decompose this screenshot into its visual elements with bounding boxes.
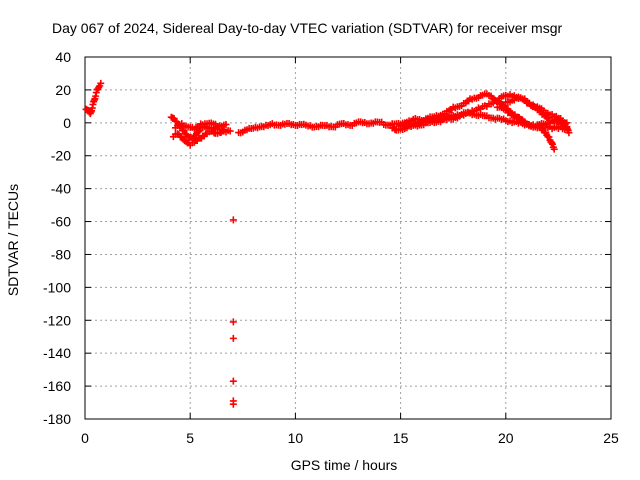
chart-title: Day 067 of 2024, Sidereal Day-to-day VTE…	[52, 20, 562, 36]
x-tick-label: 20	[498, 430, 514, 446]
x-tick-label: 25	[603, 430, 619, 446]
x-tick-label: 10	[288, 430, 304, 446]
y-tick-label: -180	[43, 411, 71, 427]
x-tick-label: 0	[81, 430, 89, 446]
data-point	[563, 124, 571, 132]
x-tick-label: 15	[393, 430, 409, 446]
y-tick-label: -20	[51, 148, 71, 164]
x-tick-label: 5	[186, 430, 194, 446]
outlier-point	[229, 318, 237, 326]
y-tick-label: -120	[43, 312, 71, 328]
outlier-point	[229, 400, 237, 408]
y-tick-label: -40	[51, 181, 71, 197]
y-tick-label: 0	[63, 115, 71, 131]
data-points	[82, 79, 573, 408]
y-tick-label: -140	[43, 345, 71, 361]
data-point	[222, 120, 230, 128]
y-tick-label: -160	[43, 378, 71, 394]
data-point	[226, 127, 234, 135]
grid-lines	[85, 57, 611, 419]
data-point	[565, 129, 573, 137]
y-tick-label: 40	[55, 49, 71, 65]
data-point	[97, 79, 105, 87]
y-tick-label: 20	[55, 82, 71, 98]
outlier-point	[229, 334, 237, 342]
outlier-point	[229, 377, 237, 385]
outlier-point	[229, 216, 237, 224]
x-axis-label: GPS time / hours	[291, 457, 398, 473]
y-tick-label: -100	[43, 279, 71, 295]
data-point	[550, 145, 558, 153]
y-tick-label: -80	[51, 246, 71, 262]
y-tick-label: -60	[51, 214, 71, 230]
plot-frame	[84, 56, 612, 420]
axis-ticks: 0 5 10 15 20 25 40 20 0 -20 -40 -60 -80 -100 -120 -140 -…	[43, 49, 619, 446]
y-axis-label: SDTVAR / TECUs	[5, 184, 21, 296]
